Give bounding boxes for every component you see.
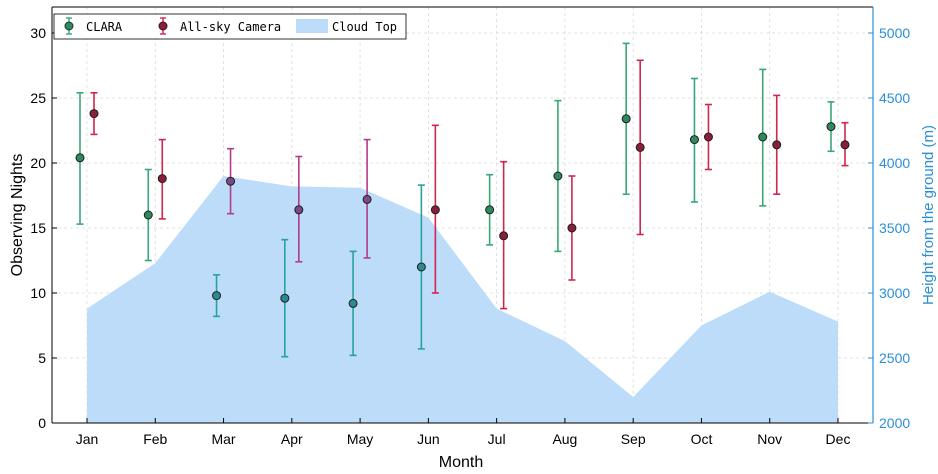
all-sky-camera-point-jun	[430, 124, 440, 294]
y-tick-label: 15	[30, 220, 46, 236]
y2-tick-label: 3000	[879, 285, 910, 301]
legend-entry-clara: CLARA	[64, 17, 123, 35]
legend-entry-all-sky-camera: All-sky Camera	[158, 17, 281, 35]
y2-tick-label: 2500	[879, 350, 910, 366]
clara-marker	[280, 293, 290, 303]
clara-marker	[143, 210, 153, 220]
all-sky-camera-marker	[226, 176, 236, 186]
y2-tick-label: 4500	[879, 90, 910, 106]
clara-point-sep	[621, 42, 631, 195]
y-tick-label: 25	[30, 90, 46, 106]
clara-point-jun	[416, 184, 426, 350]
x-tick-label: Jun	[417, 431, 440, 447]
all-sky-camera-point-sep	[635, 59, 645, 236]
x-tick-label: Oct	[691, 431, 713, 447]
y-tick-labels: 0 5 10 15 20 25 30	[30, 25, 46, 431]
all-sky-camera-point-jan	[89, 92, 99, 136]
x-tick-label: May	[347, 431, 373, 447]
clara-marker	[485, 205, 495, 215]
errorbar-layer	[75, 42, 850, 358]
legend: CLARA All-sky Camera Cloud Top	[53, 13, 407, 40]
all-sky-camera-marker	[703, 132, 713, 142]
legend-camera-marker	[158, 21, 168, 31]
y-tick-label: 10	[30, 285, 46, 301]
y-tick-label: 20	[30, 155, 46, 171]
all-sky-camera-marker	[294, 205, 304, 215]
x-tick-label: Mar	[211, 431, 235, 447]
legend-cloud-top-swatch	[296, 19, 328, 33]
x-tick-label: Aug	[552, 431, 577, 447]
y2-tick-label: 5000	[879, 25, 910, 41]
all-sky-camera-point-mar	[226, 147, 236, 215]
cloud-top-area	[87, 176, 838, 423]
all-sky-camera-point-may	[362, 138, 372, 259]
clara-marker	[553, 171, 563, 181]
x-tick-label: Feb	[143, 431, 167, 447]
clara-point-jul	[485, 173, 495, 246]
all-sky-camera-point-feb	[157, 138, 167, 220]
clara-point-feb	[143, 168, 153, 262]
all-sky-camera-point-aug	[567, 175, 577, 281]
x-tick-label: Jan	[76, 431, 99, 447]
all-sky-camera-point-jul	[499, 160, 509, 310]
clara-point-may	[348, 250, 358, 357]
y-tick-label: 30	[30, 25, 46, 41]
legend-cloud-top-label: Cloud Top	[332, 20, 397, 34]
clara-marker	[212, 291, 222, 301]
legend-clara-marker	[64, 21, 74, 31]
all-sky-camera-marker	[430, 205, 440, 215]
x-tick-label: Nov	[757, 431, 782, 447]
clara-marker	[348, 298, 358, 308]
all-sky-camera-marker	[499, 231, 509, 241]
all-sky-camera-point-oct	[703, 103, 713, 171]
y-tick-label: 0	[38, 415, 46, 431]
all-sky-camera-point-nov	[772, 94, 782, 195]
all-sky-camera-marker	[840, 140, 850, 150]
legend-camera-label: All-sky Camera	[180, 20, 281, 34]
legend-entry-cloud-top: Cloud Top	[296, 19, 397, 34]
axes	[51, 6, 874, 424]
x-axis-title: Month	[439, 454, 483, 471]
y2-axis-title: Height from the ground (m)	[920, 125, 937, 305]
y2-tick-label: 4000	[879, 155, 910, 171]
x-tick-label: Dec	[826, 431, 851, 447]
all-sky-camera-marker	[362, 194, 372, 204]
clara-marker	[689, 135, 699, 145]
x-tick-label: Apr	[281, 431, 303, 447]
clara-point-oct	[689, 77, 699, 203]
all-sky-camera-point-apr	[294, 155, 304, 263]
x-tick-labels: Jan Feb Mar Apr May Jun Jul Aug Sep Oct Nov Dec	[76, 431, 851, 447]
all-sky-camera-marker	[772, 140, 782, 150]
clara-marker	[621, 114, 631, 124]
all-sky-camera-marker	[635, 142, 645, 152]
y2-tick-label: 2000	[879, 415, 910, 431]
clara-point-apr	[280, 238, 290, 358]
clara-marker	[416, 262, 426, 272]
y-axis-title: Observing Nights	[9, 154, 26, 277]
y2-tick-labels: 2000 2500 3000 3500 4000 4500 5000	[879, 25, 910, 431]
cloud-top-area-layer	[87, 176, 838, 423]
all-sky-camera-marker	[567, 223, 577, 233]
legend-clara-label: CLARA	[86, 20, 123, 34]
x-tick-label: Jul	[488, 431, 506, 447]
all-sky-camera-point-dec	[840, 121, 850, 167]
clara-marker	[826, 122, 836, 132]
y-tick-label: 5	[38, 350, 46, 366]
clara-point-dec	[826, 101, 836, 153]
clara-marker	[758, 132, 768, 142]
all-sky-camera-marker	[157, 174, 167, 184]
clara-point-nov	[758, 68, 768, 207]
clara-point-mar	[212, 273, 222, 318]
clara-point-jan	[75, 92, 85, 225]
clara-point-aug	[553, 99, 563, 253]
all-sky-camera-marker	[89, 109, 99, 119]
clara-marker	[75, 153, 85, 163]
legend-box	[53, 13, 407, 40]
x-tick-label: Sep	[621, 431, 646, 447]
y2-tick-label: 3500	[879, 220, 910, 236]
